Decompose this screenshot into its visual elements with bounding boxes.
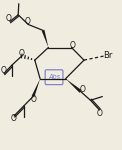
Text: Br: Br [104,51,113,60]
Text: O: O [25,17,31,26]
Text: O: O [80,85,86,94]
Text: O: O [6,14,12,23]
Polygon shape [42,30,48,48]
Polygon shape [32,79,40,97]
Text: O: O [18,49,24,58]
Text: O: O [1,66,7,75]
Text: O: O [30,95,36,104]
Text: O: O [97,109,103,118]
Text: O: O [10,114,16,123]
Polygon shape [66,79,81,93]
Text: Abs: Abs [48,74,60,80]
Text: O: O [70,41,75,50]
